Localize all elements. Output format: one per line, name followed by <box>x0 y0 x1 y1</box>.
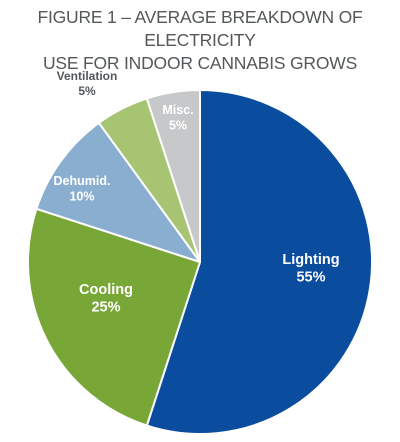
slice-value-lighting: 55% <box>296 270 325 286</box>
slice-value-dehumid: 10% <box>69 190 94 204</box>
pie-slice-dehumid <box>35 121 201 263</box>
slice-label-lighting: Lighting <box>282 252 339 268</box>
slice-value-misc: 5% <box>169 119 187 133</box>
slice-label-cooling: Cooling <box>79 282 133 298</box>
pie-slice-misc <box>145 89 201 263</box>
slice-label-dehumid: Dehumid. <box>54 174 111 188</box>
pie-slice-lighting <box>145 89 374 435</box>
pie-slice-cooling <box>27 207 201 427</box>
slice-label-ventilation: Ventilation <box>57 69 118 83</box>
chart-title-line-1: FIGURE 1 – AVERAGE BREAKDOWN OF ELECTRIC… <box>37 7 363 50</box>
slice-label-misc: Misc. <box>162 103 193 117</box>
chart-title-line-2: USE FOR INDOOR CANNABIS GROWS <box>42 53 358 73</box>
chart-title: FIGURE 1 – AVERAGE BREAKDOWN OF ELECTRIC… <box>0 6 400 75</box>
slice-value-cooling: 25% <box>91 300 120 316</box>
slice-value-ventilation: 5% <box>78 84 96 98</box>
